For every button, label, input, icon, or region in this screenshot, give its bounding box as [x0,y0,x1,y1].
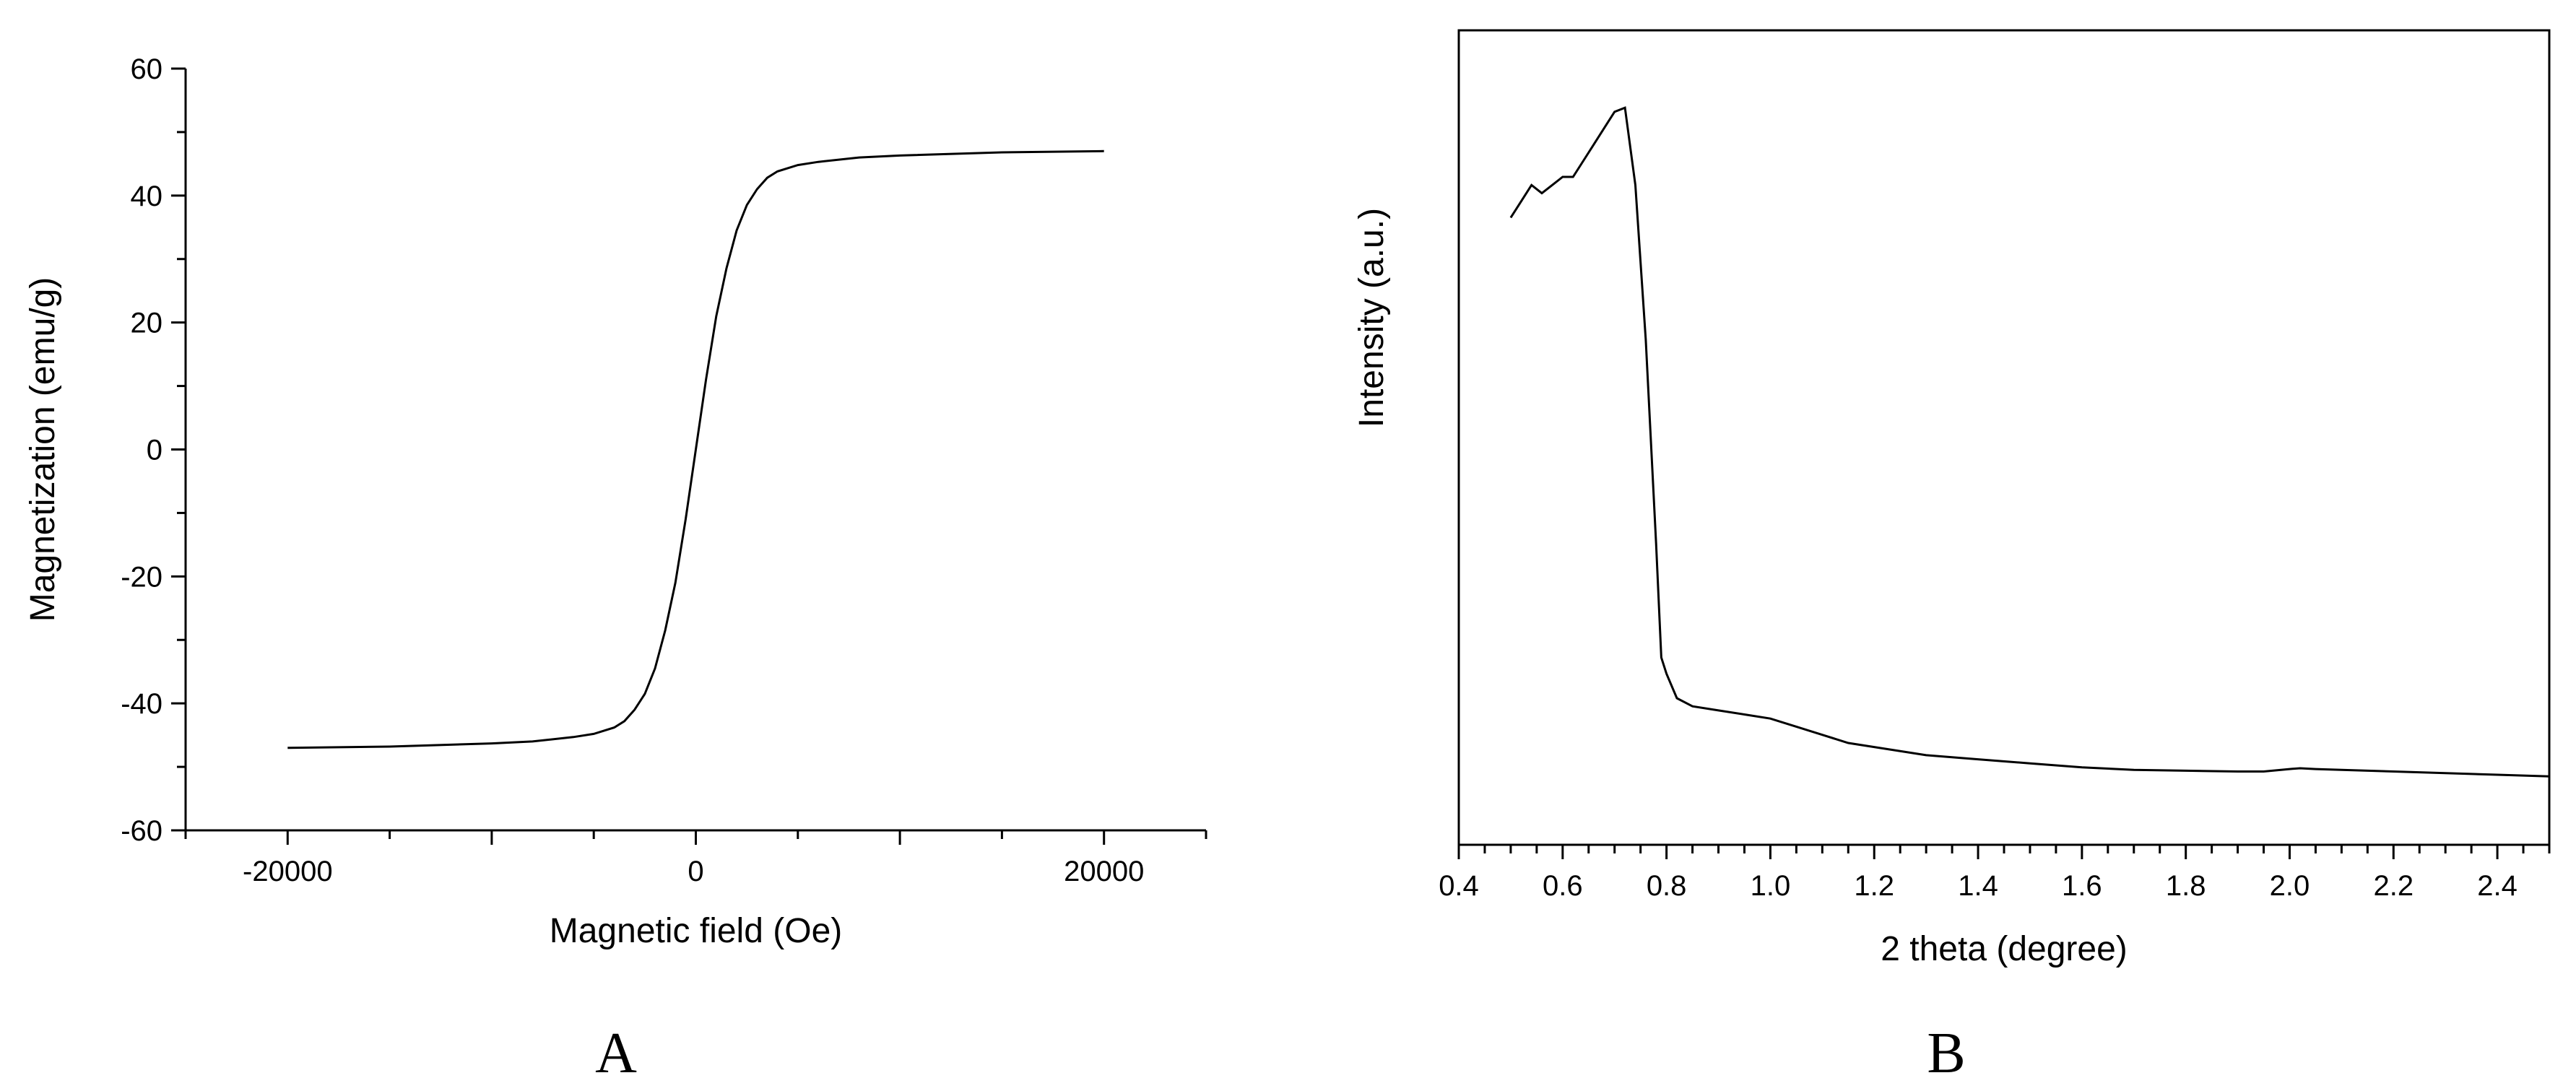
panel-a-y-tick-label: -60 [121,815,162,847]
panel-b-x-tick-label: 1.8 [2166,870,2206,902]
panel-b-xrd-chart: 0.4 0.6 0.8 1.0 1.2 1.4 1.6 1.8 2.0 2.2 2.4 2 thet… [1353,29,2551,1085]
panel-b-label: B [1927,1022,1965,1085]
panel-b-y-axis-title: Intensity (a.u.) [1353,208,1391,427]
panel-a-x-ticks: -20000 0 20000 [184,830,1207,887]
panel-b-x-tick-label: 1.4 [1958,870,1998,902]
panel-a-y-tick-label: -40 [121,688,162,720]
panel-b-x-tick-label: 0.8 [1647,870,1687,902]
panel-b-plot-frame [1457,29,2551,846]
panel-a-x-tick-label: 20000 [1064,856,1144,887]
panel-b-x-tick-label: 2.2 [2373,870,2414,902]
panel-b-x-tick-label: 1.2 [1854,870,1894,902]
panel-a-y-tick-label: 0 [147,435,162,466]
panel-a-label: A [595,1022,637,1085]
panel-b-x-tick-label: 1.6 [2062,870,2102,902]
panel-a-y-tick-label: 20 [131,308,163,339]
panel-a-y-ticks: -60 -40 -20 0 20 40 60 [121,53,186,847]
panel-b-x-tick-label: 0.6 [1543,870,1583,902]
panel-a-y-axis-title: Magnetization (emu/g) [24,277,62,622]
panel-a-x-axis-title: Magnetic field (Oe) [550,912,843,950]
panel-b-x-tick-label: 0.4 [1439,870,1479,902]
panel-a-y-tick-label: 40 [131,181,163,212]
panel-b-intensity-curve [1509,106,2550,778]
panel-b-x-tick-label: 2.4 [2477,870,2518,902]
panel-b-x-axis-title: 2 theta (degree) [1881,930,2128,968]
panel-a-x-tick-label: 0 [688,856,703,887]
panel-b-x-tick-label: 2.0 [2270,870,2310,902]
panel-b-x-ticks: 0.4 0.6 0.8 1.0 1.2 1.4 1.6 1.8 2.0 2.2 2.4 [1439,845,2551,902]
panel-a-x-tick-label: -20000 [243,856,333,887]
panel-a-y-tick-label: 60 [131,53,163,85]
panel-a-magnetization-curve [287,149,1104,749]
panel-a-magnetization-chart: -20000 0 20000 -60 -40 -20 0 20 40 60 Magnetic f… [24,53,1207,1085]
panel-b-x-tick-label: 1.0 [1751,870,1791,902]
panel-a-y-tick-label: -20 [121,561,162,593]
